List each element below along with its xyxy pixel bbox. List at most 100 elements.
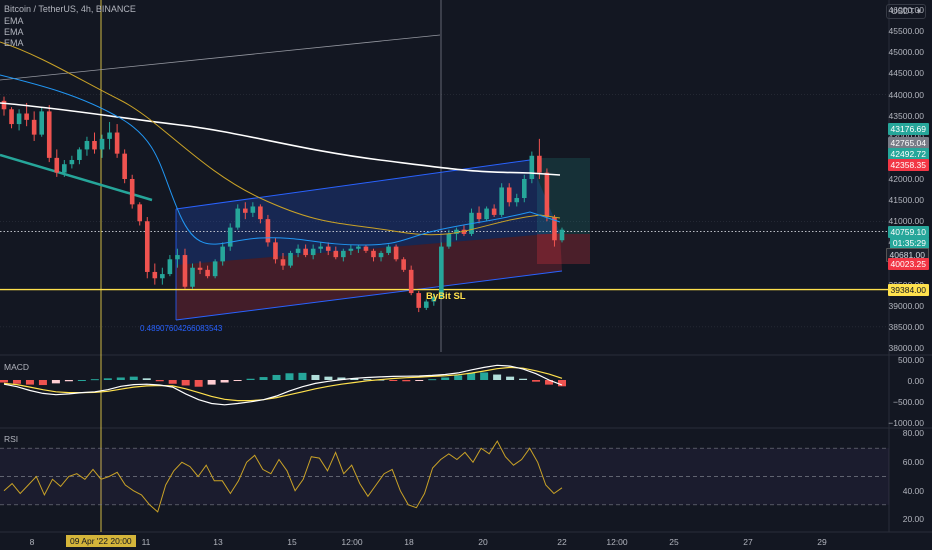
candle-body bbox=[356, 246, 361, 249]
channel-lower-fill bbox=[176, 233, 562, 320]
rsi-label[interactable]: RSI bbox=[4, 434, 19, 444]
macd-histogram-bar bbox=[272, 374, 281, 380]
macd-scale-0: 0.00 bbox=[907, 376, 924, 386]
time-tick-15: 15 bbox=[287, 537, 297, 547]
candle-body bbox=[54, 157, 60, 173]
candle-body bbox=[197, 267, 203, 270]
indicator-ema-2[interactable]: EMA bbox=[4, 27, 24, 37]
macd-histogram-bar bbox=[194, 380, 203, 387]
candle-body bbox=[137, 204, 143, 222]
candle-body bbox=[423, 301, 429, 308]
candle-body bbox=[16, 113, 22, 125]
candle-body bbox=[310, 248, 316, 256]
macd-histogram-bar bbox=[311, 374, 320, 380]
candle-body bbox=[439, 246, 444, 298]
candle-body bbox=[46, 111, 52, 158]
candle-body bbox=[242, 208, 248, 213]
channel-bottom-line bbox=[175, 270, 563, 321]
macd-histogram-bar bbox=[454, 375, 463, 380]
macd-scale-neg1000: −1000.00 bbox=[888, 418, 924, 428]
macd-histogram-bar bbox=[129, 376, 138, 380]
time-tick-12h-b: 12:00 bbox=[606, 537, 628, 547]
candle-body bbox=[431, 297, 437, 302]
candle-body bbox=[544, 172, 550, 218]
candle-body bbox=[559, 229, 565, 241]
candle-body bbox=[408, 269, 414, 294]
price-scale-tick: 44000.00 bbox=[888, 89, 924, 100]
macd-histogram-bar bbox=[103, 378, 112, 380]
candle-body bbox=[122, 153, 127, 179]
price-scale-tick: 44500.00 bbox=[888, 68, 924, 79]
candle-body bbox=[31, 119, 37, 135]
macd-histogram-bar bbox=[285, 373, 294, 380]
candle-body bbox=[69, 159, 75, 165]
candle-body bbox=[152, 271, 158, 279]
channel-top-line bbox=[175, 159, 531, 210]
candle-body bbox=[227, 227, 233, 247]
candle-body bbox=[9, 109, 14, 125]
macd-histogram-bar bbox=[337, 377, 346, 380]
price-tag-43176: 43176.69 bbox=[887, 123, 929, 135]
macd-histogram-bar bbox=[389, 380, 398, 381]
macd-histogram-bar bbox=[415, 380, 424, 381]
ema-yellow bbox=[0, 41, 561, 236]
macd-line bbox=[3, 364, 563, 406]
macd-histogram-bar bbox=[532, 380, 541, 382]
ema-white bbox=[0, 102, 561, 176]
time-tick-29: 29 bbox=[817, 537, 827, 547]
candle-body bbox=[371, 250, 376, 258]
trend-line-grey bbox=[0, 34, 441, 81]
macd-histogram-bar bbox=[77, 380, 86, 381]
candle-body bbox=[552, 217, 557, 241]
candle-body bbox=[92, 140, 97, 150]
candle-body bbox=[182, 255, 188, 287]
indicator-ema-3[interactable]: EMA bbox=[4, 38, 24, 48]
candle-body bbox=[491, 208, 497, 215]
candle-body bbox=[506, 187, 512, 203]
candle-body bbox=[190, 267, 195, 287]
price-tag-42358: 42358.35 bbox=[887, 159, 929, 171]
candle-body bbox=[521, 179, 527, 199]
candle-body bbox=[386, 246, 391, 253]
candle-body bbox=[273, 242, 278, 260]
candle-body bbox=[318, 246, 324, 249]
macd-scale-neg500: −500.00 bbox=[893, 397, 924, 407]
macd-histogram-bar bbox=[155, 380, 164, 382]
candle-body bbox=[484, 208, 489, 220]
macd-histogram-bar bbox=[558, 380, 566, 387]
ema-blue bbox=[0, 74, 561, 246]
candle-body bbox=[341, 250, 346, 258]
symbol-title[interactable]: Bitcoin / TetherUS, 4h, BINANCE bbox=[4, 4, 136, 14]
price-scale-tick: 42000.00 bbox=[888, 174, 924, 184]
candle-body bbox=[77, 149, 82, 160]
indicator-ema-1[interactable]: EMA bbox=[4, 16, 24, 26]
last-price-tag: 40759.10 bbox=[887, 226, 929, 238]
candle-body bbox=[461, 229, 467, 234]
candle-body bbox=[363, 246, 369, 251]
currency-selector[interactable]: USDT ▾ bbox=[886, 4, 926, 19]
price-scale-tick: 38500.00 bbox=[888, 321, 924, 332]
candle-body bbox=[295, 248, 301, 253]
candle-body bbox=[401, 259, 406, 270]
macd-histogram-bar bbox=[350, 378, 359, 380]
candle-body bbox=[24, 113, 29, 120]
candle-body bbox=[288, 252, 293, 266]
macd-histogram-bar bbox=[181, 380, 190, 386]
macd-histogram-bar bbox=[38, 380, 47, 386]
macd-histogram-bar bbox=[116, 377, 125, 380]
macd-histogram-bar bbox=[441, 377, 450, 380]
price-scale-tick: 45000.00 bbox=[888, 47, 924, 58]
time-tick-18: 18 bbox=[404, 537, 414, 547]
candle-body bbox=[537, 155, 542, 173]
candle-body bbox=[99, 138, 105, 150]
time-tick-8: 8 bbox=[29, 537, 35, 547]
macd-label[interactable]: MACD bbox=[4, 362, 30, 372]
price-scale-tick: 45500.00 bbox=[888, 26, 924, 37]
macd-histogram-bar bbox=[246, 378, 255, 380]
macd-histogram-bar bbox=[298, 372, 307, 380]
time-tick-11: 11 bbox=[141, 537, 151, 547]
candle-body bbox=[205, 269, 210, 277]
candle-body bbox=[454, 229, 459, 234]
candle-body bbox=[378, 252, 384, 258]
